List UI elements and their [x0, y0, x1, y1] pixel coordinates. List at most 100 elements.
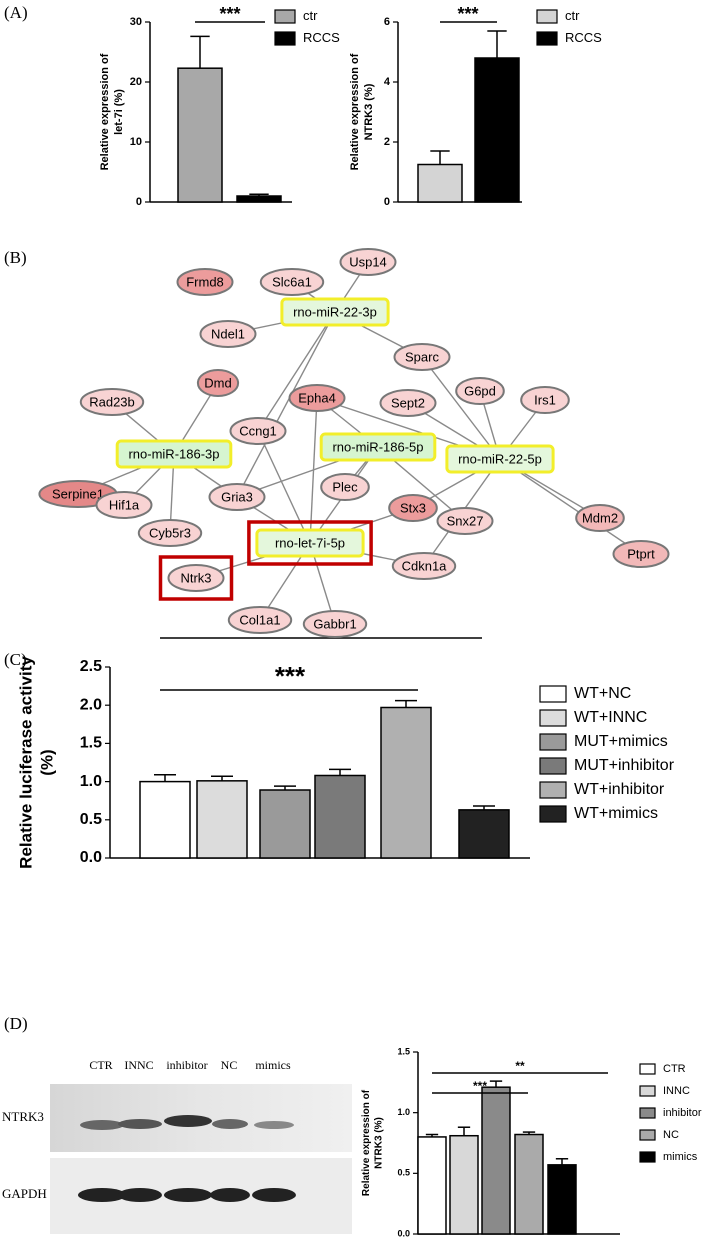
y-tick-label: 0.0: [80, 849, 102, 866]
gene-node: [393, 343, 451, 371]
y-tick-label: 1.0: [80, 773, 102, 790]
legend-swatch: [274, 9, 296, 24]
node-label: Gria3: [221, 489, 253, 504]
network-edge: [421, 356, 501, 460]
node-label: Serpine1: [52, 486, 104, 501]
gene-node: [388, 494, 438, 522]
bar: [417, 163, 463, 203]
node-label: Hif1a: [109, 497, 140, 512]
gene-node: [288, 384, 346, 412]
network-edge: [499, 458, 642, 555]
significance-label: ***: [457, 4, 478, 24]
gene-node: [196, 369, 240, 397]
gene-node: [227, 606, 293, 634]
node-label: Rad23b: [89, 394, 135, 409]
y-tick-label: 0.5: [397, 1168, 410, 1178]
network-edge: [309, 397, 318, 544]
node-label: Cdkn1a: [402, 558, 448, 573]
gene-node: [208, 483, 266, 511]
gene-node: [455, 377, 505, 405]
legend-swatch: [639, 1129, 656, 1141]
gene-node: [302, 610, 368, 638]
gene-node: [520, 386, 570, 414]
y-axis-label: Relative expression of let-7i (%): [99, 53, 125, 170]
y-tick-label: 2.5: [80, 658, 102, 675]
legend-label: WT+inhibitor: [574, 781, 665, 798]
panel-label: (C): [4, 650, 27, 669]
y-axis-label: Relative expression of NTRK3 (%): [349, 53, 375, 170]
legend-swatch: [639, 1107, 656, 1119]
gene-node: [79, 388, 145, 416]
mirna-node: [319, 432, 437, 462]
y-tick-label: 0: [384, 196, 390, 208]
gene-node: [391, 552, 457, 580]
legend-swatch: [539, 733, 567, 751]
network-edge: [236, 311, 336, 498]
legend-label: RCCS: [303, 30, 340, 45]
legend-label: WT+NC: [574, 685, 631, 702]
bar: [139, 780, 191, 859]
legend-label: MUT+inhibitor: [574, 757, 675, 774]
node-label: Frmd8: [186, 274, 224, 289]
legend-swatch: [536, 9, 558, 24]
node-label: G6pd: [464, 383, 496, 398]
gene-node: [575, 504, 625, 532]
y-tick-label: 0.5: [80, 811, 102, 828]
legend-swatch: [539, 781, 567, 799]
lane-label: INNC: [124, 1058, 153, 1072]
bar: [547, 1164, 577, 1235]
network-edge: [257, 311, 336, 432]
y-tick-label: 0: [136, 196, 142, 208]
gene-node: [199, 320, 257, 348]
bar: [177, 67, 223, 203]
gene-node: [436, 507, 494, 535]
y-tick-label: 0.0: [397, 1228, 410, 1238]
legend-label: ctr: [303, 8, 318, 23]
gene-node: [95, 491, 153, 519]
panel-label: (A): [4, 3, 28, 22]
network: rno-miR-22-3p rno-miR-186-3p rno-miR-186-5…: [38, 248, 670, 638]
legend-swatch: [539, 805, 567, 823]
legend-label: NC: [663, 1129, 679, 1141]
y-axis-label: Relative expression of NTRK3 (%): [360, 1089, 384, 1196]
bar: [196, 780, 248, 859]
bar: [259, 789, 311, 859]
blot-image: [50, 1084, 352, 1234]
legend-label: MUT+mimics: [574, 733, 668, 750]
legend-label: ctr: [565, 8, 580, 23]
y-tick-label: 1.0: [397, 1107, 410, 1117]
bar: [481, 1086, 511, 1235]
significance-label: **: [515, 1059, 525, 1073]
node-label: Ccng1: [239, 423, 277, 438]
mirna-node: [115, 439, 233, 469]
node-label: Slc6a1: [272, 274, 312, 289]
gene-node: [137, 519, 203, 547]
node-label: Ptprt: [627, 546, 655, 561]
node-label: Mdm2: [582, 510, 618, 525]
gene-node: [320, 473, 370, 501]
mirna-node: [255, 528, 365, 558]
bar: [449, 1134, 479, 1235]
node-label: Cyb5r3: [149, 525, 191, 540]
node-label: Snx27: [447, 513, 484, 528]
legend-label: WT+mimics: [574, 805, 658, 822]
gene-node: [259, 268, 325, 296]
significance-label: ***: [275, 661, 306, 691]
y-axis-label: Relative luciferase activity (%): [17, 656, 57, 869]
node-label: Sparc: [405, 349, 439, 364]
legend-swatch: [539, 757, 567, 775]
legend-label: mimics: [663, 1151, 698, 1163]
y-tick-label: 6: [384, 16, 390, 28]
bar: [458, 809, 510, 859]
y-tick-label: 10: [130, 136, 142, 148]
mirna-node: [445, 444, 555, 474]
node-label: Col1a1: [239, 612, 280, 627]
legend-swatch: [539, 685, 567, 703]
highlight-box: [158, 555, 234, 601]
legend-swatch: [274, 31, 296, 46]
legend-label: inhibitor: [663, 1107, 702, 1119]
node-label: Sept2: [391, 395, 425, 410]
legend-label: RCCS: [565, 30, 602, 45]
gene-node: [339, 248, 397, 276]
